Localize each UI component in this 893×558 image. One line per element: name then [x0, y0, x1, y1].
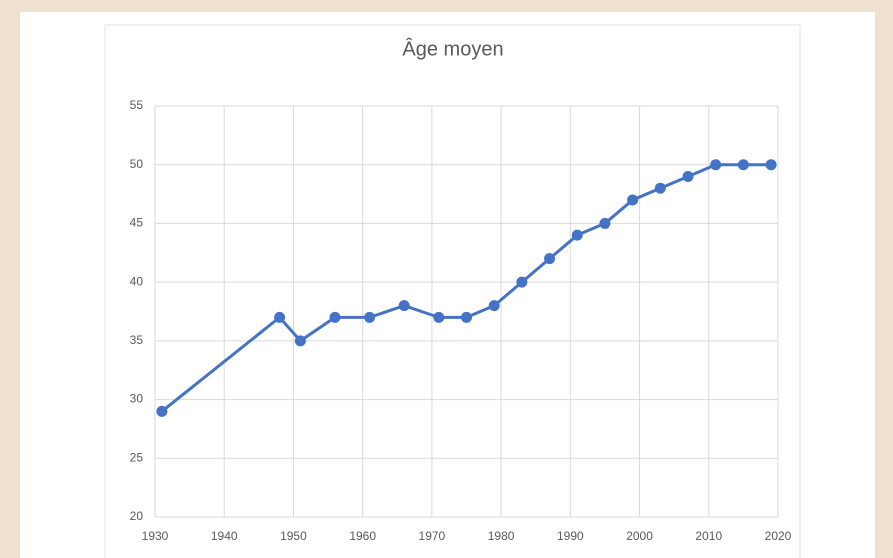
y-tick-label: 30 [130, 392, 144, 406]
y-tick-label: 20 [130, 509, 144, 523]
y-tick-label: 40 [130, 274, 144, 288]
data-point [329, 311, 341, 323]
chart-area [104, 24, 801, 558]
x-tick-label: 2010 [695, 529, 722, 543]
data-point [274, 311, 286, 323]
data-point [488, 300, 500, 312]
data-point [461, 311, 472, 323]
x-tick-label: 2020 [765, 529, 792, 543]
x-tick-label: 1980 [488, 529, 515, 543]
x-tick-label: 1960 [349, 529, 376, 543]
y-tick-label: 50 [130, 157, 144, 171]
data-point [156, 405, 168, 417]
data-point [516, 276, 528, 288]
data-point [710, 159, 722, 171]
data-point [627, 194, 639, 206]
data-point [364, 311, 376, 323]
y-tick-label: 55 [130, 98, 144, 112]
x-tick-label: 1930 [142, 529, 169, 543]
y-tick-label: 35 [130, 333, 144, 347]
data-point [654, 182, 666, 194]
x-tick-label: 1970 [419, 529, 446, 543]
data-point [544, 253, 556, 265]
x-tick-label: 1940 [211, 529, 238, 543]
x-tick-label: 2000 [626, 529, 653, 543]
data-point [765, 159, 777, 171]
data-point [433, 311, 445, 323]
chart-title: Âge moyen [402, 37, 503, 60]
data-point [682, 170, 694, 182]
x-tick-label: 1950 [280, 529, 307, 543]
y-tick-label: 25 [130, 450, 144, 464]
y-tick-label: 45 [130, 216, 144, 230]
data-point [599, 217, 611, 229]
data-point [737, 159, 749, 171]
data-point [294, 335, 306, 347]
x-tick-label: 1990 [557, 529, 584, 543]
data-point [398, 300, 410, 312]
data-point [571, 229, 583, 241]
